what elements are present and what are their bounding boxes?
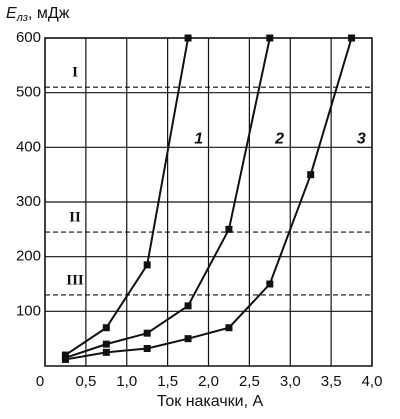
marker bbox=[225, 324, 233, 332]
marker bbox=[102, 324, 110, 332]
y-tick-label: 300 bbox=[16, 193, 41, 210]
marker bbox=[266, 34, 274, 42]
y-tick-label: 600 bbox=[16, 29, 41, 46]
reference-label: I bbox=[72, 65, 78, 81]
marker bbox=[307, 171, 315, 179]
series-label: 2 bbox=[274, 130, 284, 147]
marker bbox=[184, 302, 192, 310]
plot-frame bbox=[44, 37, 373, 367]
series-line bbox=[65, 37, 353, 361]
x-tick-label: 3,5 bbox=[321, 373, 342, 390]
reference-label: III bbox=[66, 272, 84, 288]
marker bbox=[266, 280, 274, 288]
series-line bbox=[65, 37, 271, 359]
marker bbox=[225, 225, 233, 233]
y-tick-label: 500 bbox=[16, 84, 41, 101]
x-tick-label: 1,5 bbox=[157, 373, 178, 390]
x-tick-label: 0 bbox=[36, 373, 44, 390]
marker bbox=[102, 348, 110, 356]
marker bbox=[184, 335, 192, 343]
series-line bbox=[64, 37, 190, 356]
x-tick-label: 0,5 bbox=[75, 373, 96, 390]
marker bbox=[348, 34, 356, 42]
x-tick-label: 2,5 bbox=[239, 373, 260, 390]
y-label: Eлз, мДж bbox=[6, 5, 70, 24]
marker bbox=[143, 261, 151, 269]
y-tick-label: 400 bbox=[16, 138, 41, 155]
x-tick-label: 3,0 bbox=[280, 373, 301, 390]
reference-label: II bbox=[69, 210, 81, 226]
x-label: Ток накачки, А bbox=[157, 393, 264, 410]
marker bbox=[61, 355, 69, 363]
marker bbox=[184, 34, 192, 42]
x-tick-label: 2,0 bbox=[198, 373, 219, 390]
marker bbox=[102, 340, 110, 348]
x-tick-label: 1,0 bbox=[116, 373, 137, 390]
y-tick-label: 100 bbox=[16, 302, 41, 319]
series-label: 1 bbox=[194, 130, 203, 147]
x-tick-label: 4,0 bbox=[362, 373, 383, 390]
marker bbox=[143, 329, 151, 337]
series-label: 3 bbox=[357, 130, 366, 147]
marker bbox=[143, 345, 151, 353]
y-tick-label: 200 bbox=[16, 248, 41, 265]
